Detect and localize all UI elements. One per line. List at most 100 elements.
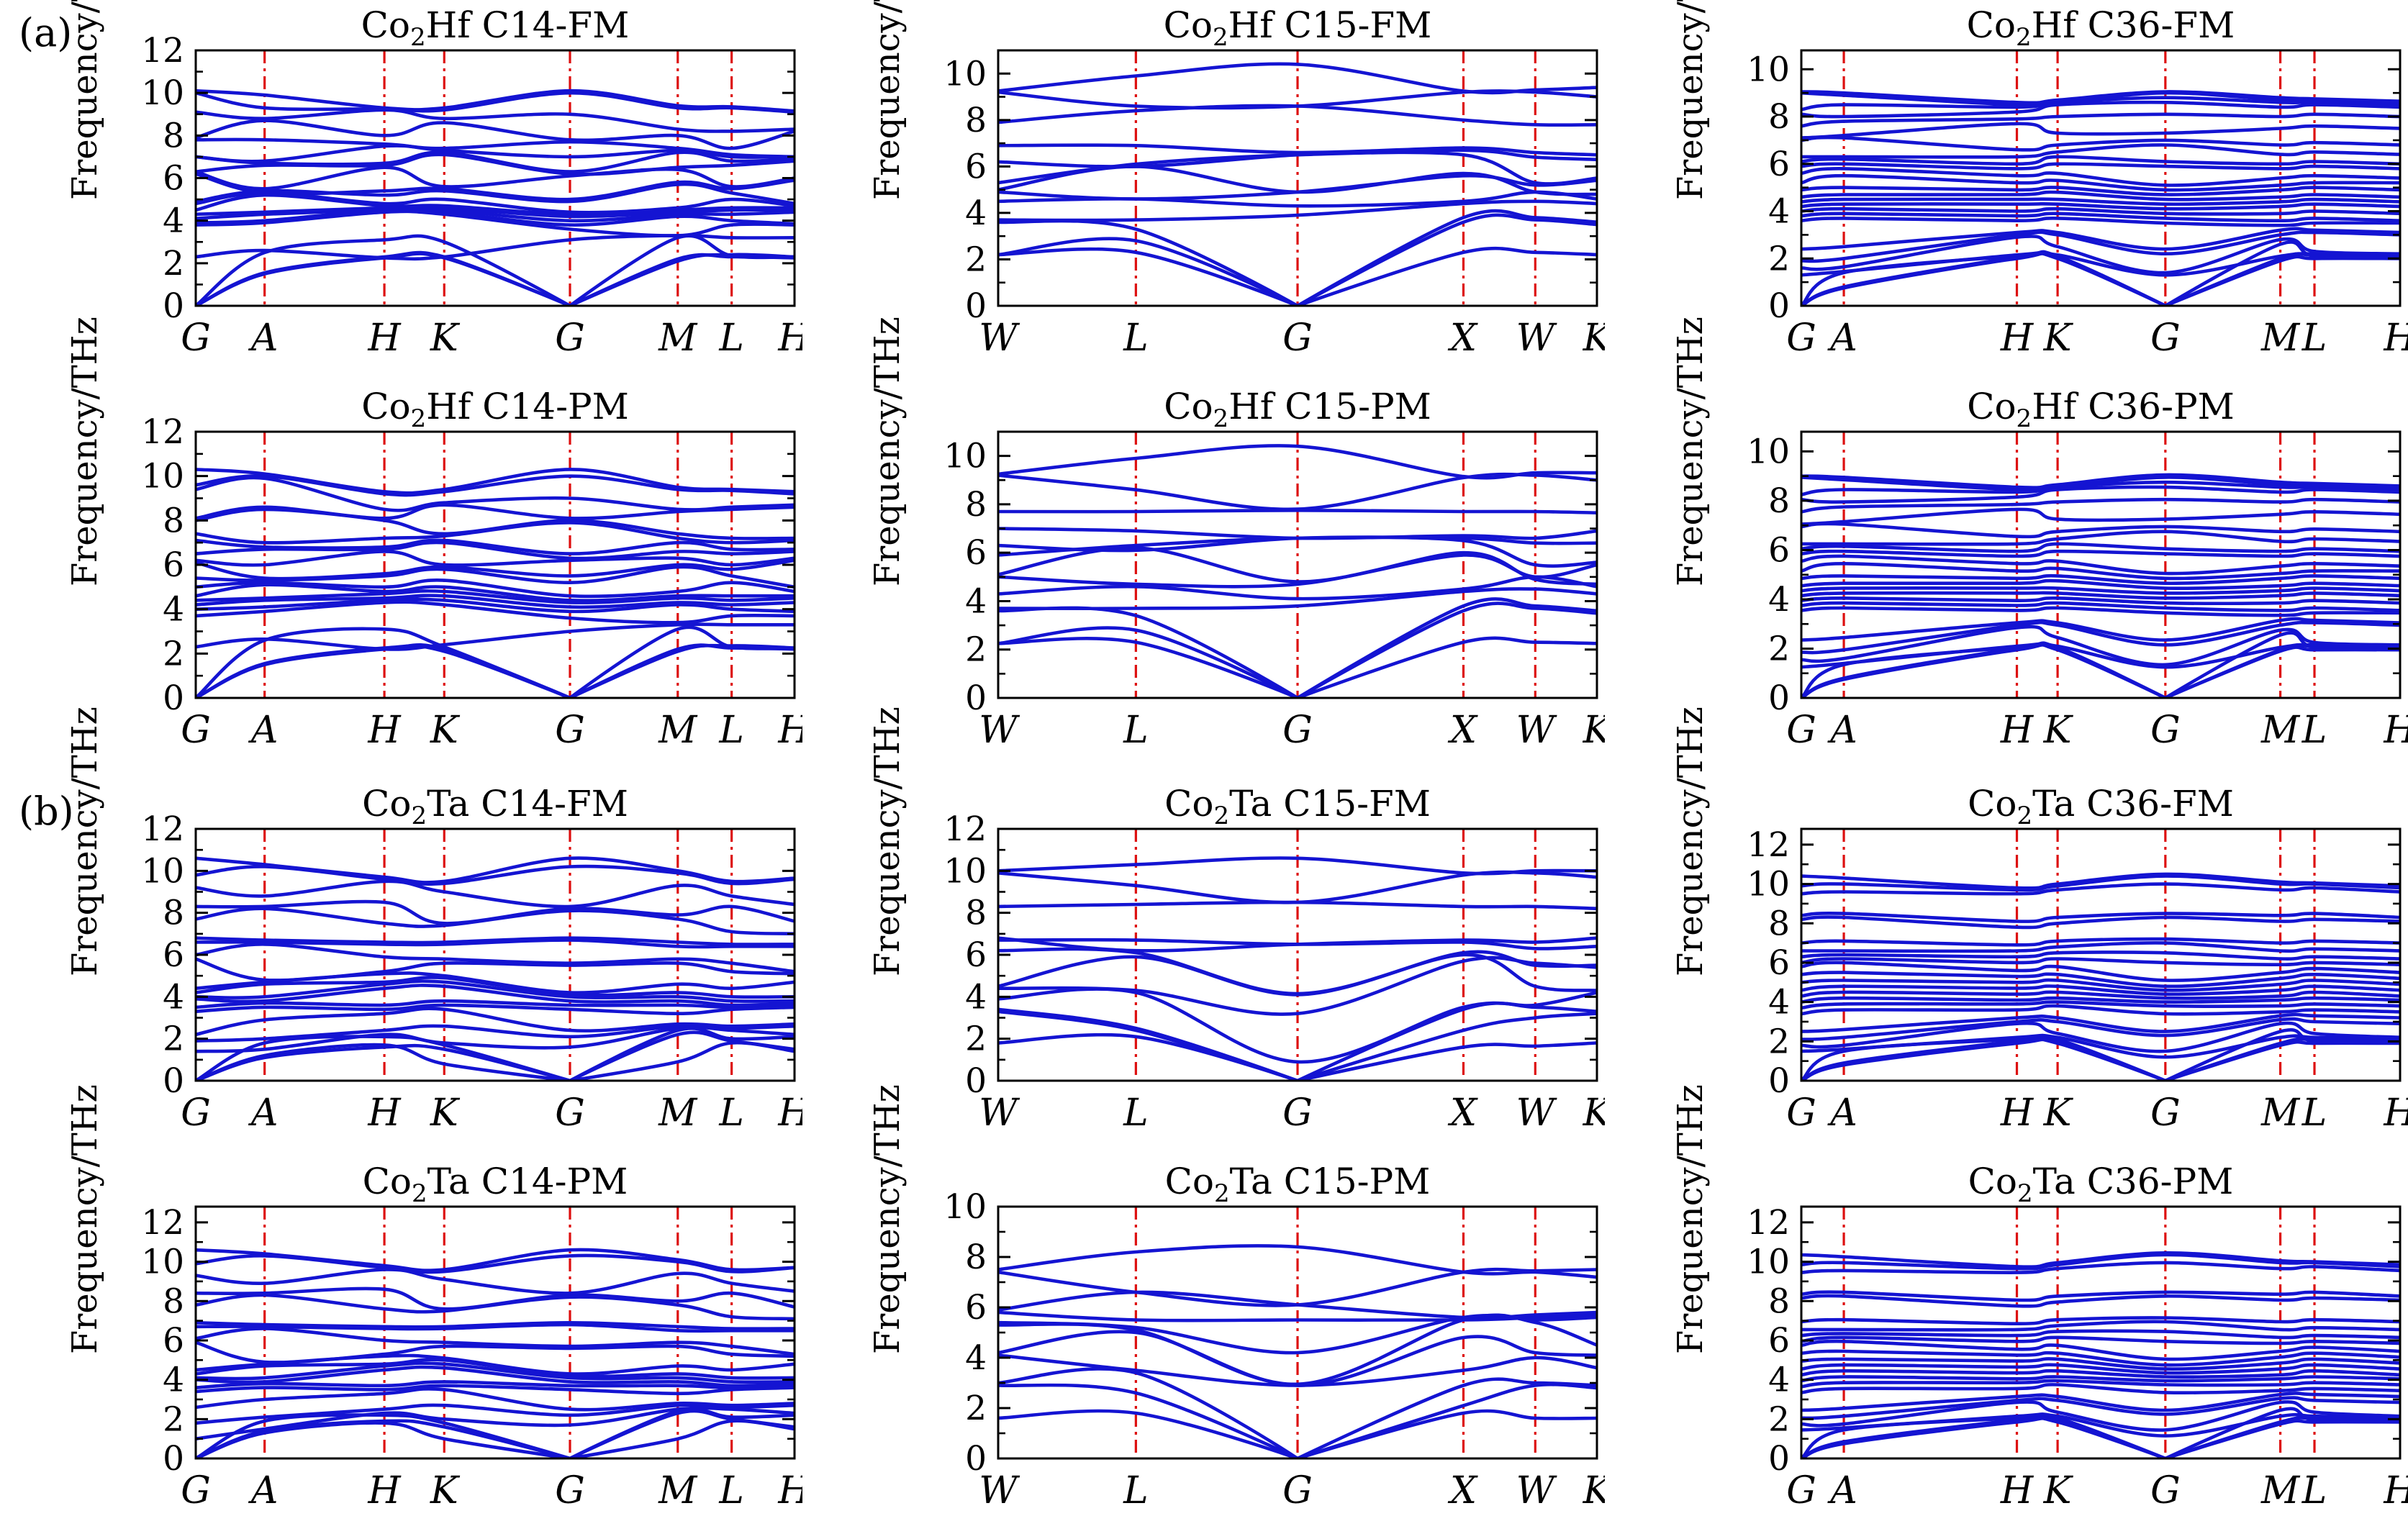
phonon-band-curve: [1801, 606, 2400, 617]
phonon-band-curve: [196, 589, 795, 604]
phonon-band-curve: [1801, 1316, 2400, 1326]
phonon-band-curve: [1801, 957, 2400, 967]
phonon-band-curve: [196, 938, 795, 949]
phonon-band-curve: [196, 1268, 795, 1295]
title-phase: Ta C14-PM: [427, 1161, 628, 1202]
phonon-band-curve: [196, 1384, 795, 1396]
y-tick-label: 4: [1768, 580, 1790, 620]
panel-co2ta-c36-fm: Co2Ta C36-FM Frequency/THz 0 2 4 6 8 10 12 G A H K…: [1606, 707, 2408, 1156]
phonon-band-curve: [1801, 227, 2400, 251]
phonon-band-curve: [1801, 642, 2400, 669]
phonon-band-curve: [1801, 473, 2400, 489]
k-point-label: L: [2301, 1469, 2327, 1512]
phonon-band-curve: [196, 108, 795, 133]
phonon-band-curve: [1801, 1320, 2400, 1332]
k-point-label: K: [430, 709, 461, 752]
k-point-label: A: [248, 1092, 279, 1135]
phonon-band-curve: [1801, 984, 2400, 997]
y-tick-label: 10: [1747, 865, 1790, 904]
k-point-label: M: [658, 1092, 698, 1135]
phonon-band-curve: [998, 1001, 1597, 1081]
k-point-label: L: [718, 1092, 744, 1135]
title-phase: Ta C15-PM: [1229, 1161, 1431, 1202]
phonon-band-curve: [1801, 1357, 2400, 1371]
k-point-label: K: [2043, 1469, 2074, 1512]
y-tick-label: 8: [1768, 904, 1790, 943]
phonon-band-curve: [196, 957, 795, 982]
phonon-band-curve: [196, 234, 795, 306]
phonon-band-curve: [1801, 1392, 2400, 1412]
phonon-band-curve: [196, 521, 795, 545]
phonon-band-curve: [196, 1419, 795, 1458]
panel-title: Co2Ta C15-FM: [998, 783, 1597, 830]
phonon-band-curve: [1801, 1251, 2400, 1268]
k-point-label: L: [2301, 709, 2327, 752]
group-label-a: (a): [19, 10, 73, 55]
band-group: [196, 856, 795, 1081]
plot-frame: [997, 49, 1598, 307]
plot-area: 024681012GAHKGMLH: [141, 31, 802, 360]
phonon-band-curve: [1801, 1339, 2400, 1361]
k-point-label: G: [181, 709, 211, 752]
k-point-label: H: [777, 709, 802, 752]
panel-title: Co2Ta C36-PM: [1801, 1161, 2400, 1208]
phonon-band-curve: [1801, 173, 2400, 192]
panel-co2ta-c15-pm: Co2Ta C15-PM Frequency/THz 0246810WLGXWK: [802, 1084, 1605, 1534]
k-point-label: H: [367, 317, 402, 360]
phonon-band-curve: [196, 144, 795, 163]
phonon-band-curve: [196, 1365, 795, 1388]
phonon-band-curve: [1801, 212, 2400, 223]
y-tick-label: 8: [1768, 97, 1790, 137]
title-phase: Hf C15-FM: [1228, 4, 1432, 46]
plot-frame: [1800, 430, 2402, 699]
phonon-band-curve: [998, 104, 1597, 127]
phonon-band-curve: [998, 199, 1597, 222]
y-tick-label: 6: [965, 935, 987, 975]
y-tick-label: 10: [943, 1187, 987, 1227]
phonon-band-curve: [998, 987, 1597, 1064]
y-tick-label: 0: [965, 678, 987, 718]
y-tick-label: 6: [965, 147, 987, 186]
y-tick-label: 8: [965, 894, 987, 933]
phonon-band-curve: [998, 1310, 1597, 1322]
phonon-band-curve: [196, 205, 795, 219]
phonon-band-curve: [998, 1353, 1597, 1387]
y-tick-label: 8: [163, 1281, 184, 1321]
y-tick-label: 6: [965, 1288, 987, 1328]
y-tick-label: 4: [1768, 192, 1790, 232]
phonon-band-curve: [1801, 522, 2400, 539]
y-tick-label: 4: [965, 194, 987, 233]
plot-area: 0246810WLGXWK: [943, 1187, 1605, 1512]
plot-frame: [194, 1205, 796, 1460]
phonon-band-curve: [196, 119, 795, 150]
phonon-band-curve: [1801, 554, 2400, 576]
plot-area: 0246810GAHKGMLH: [1747, 49, 2408, 360]
phonon-band-curve: [1801, 591, 2400, 600]
k-point-label: H: [2000, 1092, 2034, 1135]
plot-frame: [1800, 827, 2402, 1082]
k-point-label: K: [430, 1092, 461, 1135]
phonon-band-curve: [196, 1406, 795, 1440]
panel-title: Co2Hf C14-FM: [196, 4, 795, 52]
phonon-band-curve: [1801, 978, 2400, 992]
title-phase: Hf C14-FM: [425, 4, 630, 46]
phonon-band-curve: [1801, 561, 2400, 581]
phonon-band-curve: [998, 587, 1597, 611]
phonon-band-curve: [998, 1330, 1597, 1387]
band-group: [998, 856, 1597, 1081]
y-tick-label: 2: [965, 1020, 987, 1059]
phonon-band-curve: [998, 1290, 1597, 1320]
phonon-band-curve: [196, 1024, 795, 1043]
y-tick-label: 4: [965, 977, 987, 1017]
y-tick-label: 2: [163, 634, 184, 673]
phonon-band-curve: [998, 870, 1597, 904]
phonon-band-curve: [1801, 1033, 2400, 1059]
y-tick-label: 2: [1768, 1022, 1790, 1061]
title-element: Co: [1164, 386, 1213, 427]
panel-title: Co2Ta C14-FM: [196, 783, 795, 830]
k-point-label: W: [1516, 709, 1557, 752]
phonon-band-curve: [998, 143, 1597, 157]
k-point-label: W: [1516, 1092, 1557, 1135]
y-tick-label: 4: [163, 590, 184, 630]
y-tick-label: 2: [163, 244, 184, 283]
